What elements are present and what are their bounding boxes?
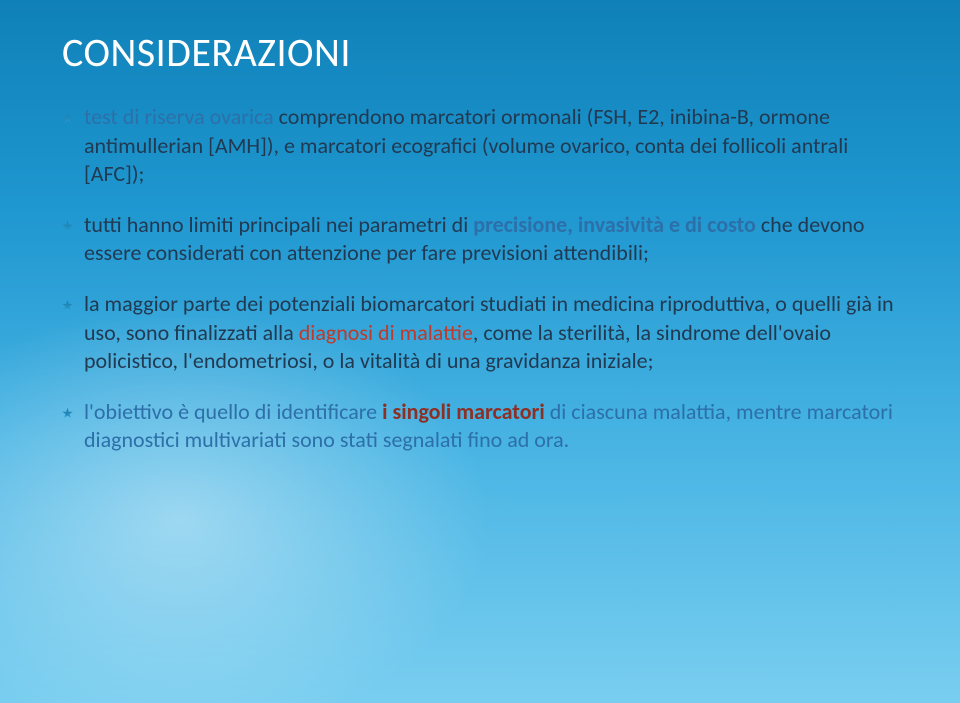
bullet-text: l'obiettivo è quello di identificare bbox=[84, 398, 382, 425]
bullet-item: tutti hanno limiti principali nei parame… bbox=[62, 211, 898, 268]
bullet-lead-label: test di riserva ovarica bbox=[84, 103, 279, 130]
bullet-item: la maggior parte dei potenziali biomarca… bbox=[62, 290, 898, 376]
bullet-text: tutti hanno limiti principali nei parame… bbox=[84, 211, 473, 238]
page-title: CONSIDERAZIONI bbox=[62, 28, 898, 77]
bullet-keyword: diagnosi di malattie bbox=[299, 319, 473, 346]
bullet-item: l'obiettivo è quello di identificare i s… bbox=[62, 398, 898, 455]
bullet-list: test di riserva ovarica comprendono marc… bbox=[62, 103, 898, 455]
bullet-item: test di riserva ovarica comprendono marc… bbox=[62, 103, 898, 189]
slide: CONSIDERAZIONI test di riserva ovarica c… bbox=[0, 0, 960, 703]
bullet-keyword: precisione, invasività e di costo bbox=[473, 211, 761, 238]
bullet-keyword: i singoli marcatori bbox=[382, 398, 550, 425]
